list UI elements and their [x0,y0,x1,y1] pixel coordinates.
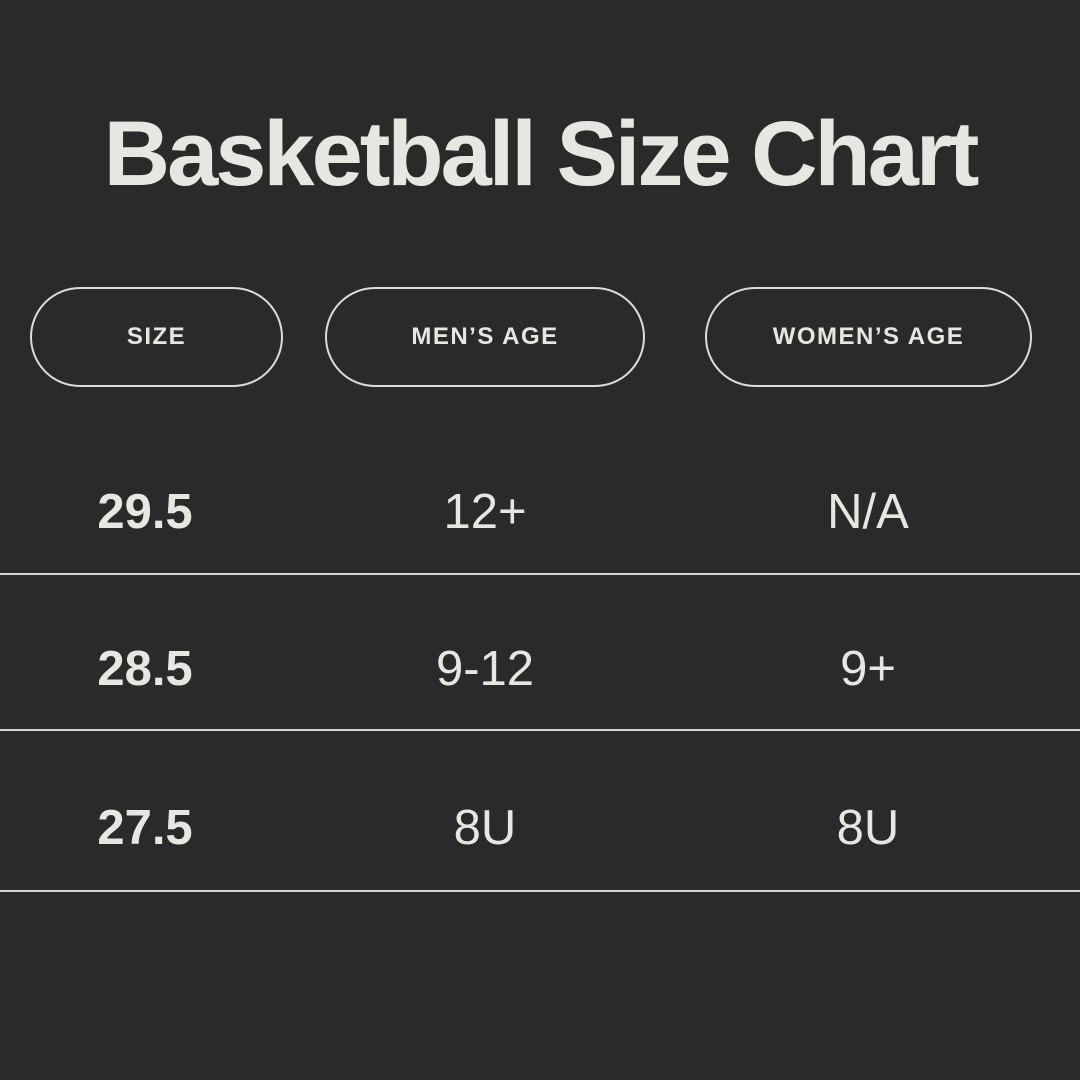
cell-mens-age: 8U [453,800,517,855]
cell-womens-age: 8U [836,800,900,855]
table-row: 29.5 12+ N/A [0,417,1080,575]
column-header-mens-age: MEN’S AGE [325,287,645,387]
column-header-size-label: SIZE [126,323,187,350]
table-header-row: SIZE MEN’S AGE WOMEN’S AGE [0,287,1080,387]
cell-mens-age: 12+ [443,485,527,539]
page-title: Basketball Size Chart [103,103,980,205]
cell-womens-age: N/A [827,485,909,539]
size-chart-table: 29.5 12+ N/A 28.5 9-12 9+ 27.5 8U 8U [0,417,1080,892]
cell-mens-age: 9-12 [435,642,535,696]
cell-size: 28.5 [97,642,193,696]
table-row: 27.5 8U 8U [0,731,1080,892]
column-header-mens-age-label: MEN’S AGE [411,323,559,350]
column-header-womens-age-label: WOMEN’S AGE [772,323,965,350]
table-row: 28.5 9-12 9+ [0,575,1080,731]
cell-womens-age: 9+ [840,642,896,696]
cell-size: 27.5 [97,800,193,855]
column-header-size: SIZE [30,287,283,387]
cell-size: 29.5 [97,485,193,539]
column-header-womens-age: WOMEN’S AGE [705,287,1032,387]
